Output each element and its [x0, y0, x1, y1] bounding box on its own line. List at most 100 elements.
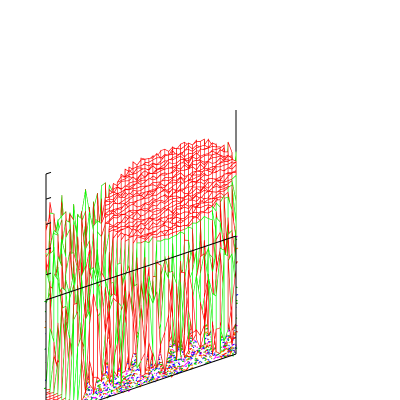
- contour-segment: [172, 349, 174, 350]
- contour-segment: [100, 390, 102, 391]
- contour-segment: [96, 392, 97, 393]
- contour-segment: [116, 391, 118, 392]
- contour-segment: [154, 368, 155, 369]
- contour-segment: [97, 394, 98, 395]
- contour-segment: [177, 359, 179, 360]
- contour-segment: [195, 356, 197, 357]
- contour-segment: [99, 391, 102, 392]
- contour-segment: [206, 346, 208, 347]
- surface-cell: [169, 173, 173, 178]
- contour-segment: [196, 359, 198, 360]
- contour-segment: [89, 387, 90, 388]
- contour-segment: [228, 349, 229, 350]
- contour-segment: [134, 382, 135, 383]
- contour-segment: [171, 357, 172, 358]
- contour-segment: [130, 369, 131, 371]
- contour-segment: [124, 389, 125, 390]
- contour-segment: [134, 375, 135, 376]
- contour-segment: [205, 352, 206, 353]
- contour-segment: [208, 339, 209, 340]
- surface-cell: [196, 171, 200, 175]
- contour-segment: [194, 364, 197, 365]
- contour-segment: [181, 369, 182, 370]
- contour-segment: [126, 380, 128, 381]
- contour-segment: [119, 389, 120, 390]
- contour-segment: [132, 386, 133, 387]
- contour-segment: [124, 379, 125, 380]
- contour-segment: [131, 378, 133, 379]
- contour-segment: [203, 346, 205, 347]
- contour-segment: [169, 365, 171, 366]
- contour-segment: [202, 357, 203, 358]
- contour-segment: [174, 373, 175, 374]
- contour-segment: [191, 336, 192, 337]
- contour-segment: [208, 342, 210, 343]
- contour-segment: [99, 394, 101, 395]
- contour-segment: [170, 358, 171, 359]
- contour-segment: [93, 394, 94, 395]
- contour-segment: [170, 351, 172, 352]
- contour-segment: [194, 340, 196, 341]
- contour-segment: [108, 388, 110, 389]
- contour-segment: [194, 351, 195, 352]
- contour-segment: [122, 389, 123, 390]
- contour-segment: [135, 383, 136, 384]
- contour-segment: [184, 361, 185, 362]
- contour-segment: [186, 366, 187, 367]
- contour-segment: [130, 375, 131, 376]
- contour-segment: [173, 364, 174, 365]
- contour-segment: [193, 353, 196, 354]
- contour-segment: [116, 387, 117, 388]
- contour-segment: [126, 373, 128, 374]
- contour-segment: [228, 339, 229, 341]
- contour-segment: [194, 346, 195, 347]
- surface-cell: [212, 172, 216, 179]
- contour-segment: [104, 384, 105, 386]
- contour-segment: [197, 350, 198, 351]
- contour-segment: [172, 372, 173, 373]
- contour-segment: [234, 335, 236, 336]
- contour-segment: [173, 373, 174, 374]
- contour-segment: [158, 364, 159, 365]
- contour-segment: [192, 352, 194, 353]
- surface-cell: [196, 182, 200, 187]
- contour-segment: [166, 374, 167, 375]
- contour-segment: [118, 382, 120, 383]
- contour-segment: [114, 383, 115, 384]
- contour-segment: [194, 342, 195, 344]
- contour-segment: [188, 354, 189, 355]
- contour-segment: [110, 383, 111, 384]
- contour-segment: [209, 354, 210, 355]
- contour-segment: [209, 352, 210, 353]
- contour-segment: [125, 386, 126, 387]
- contour-segment: [117, 392, 118, 393]
- contour-segment: [115, 384, 117, 385]
- contour-segment: [117, 388, 119, 389]
- contour-segment: [210, 347, 211, 348]
- contour-segment: [191, 359, 192, 361]
- contour-segment: [104, 388, 105, 389]
- contour-segment: [187, 356, 190, 357]
- contour-segment: [125, 379, 126, 380]
- contour-segment: [195, 342, 197, 343]
- contour-segment: [191, 345, 192, 347]
- contour-segment: [233, 348, 234, 349]
- contour-segment: [229, 345, 230, 346]
- contour-segment: [151, 367, 152, 369]
- contour-segment: [182, 370, 184, 371]
- contour-segment: [174, 366, 175, 367]
- contour-segment: [146, 382, 147, 383]
- contour-segment: [159, 368, 160, 370]
- contour-segment: [148, 381, 149, 383]
- contour-segment: [207, 352, 208, 353]
- contour-segment: [106, 367, 107, 368]
- contour-segment: [190, 343, 191, 344]
- contour-segment: [107, 384, 108, 385]
- contour-segment: [193, 347, 194, 348]
- contour-segment: [143, 382, 145, 383]
- contour-segment: [204, 347, 205, 349]
- contour-segment: [224, 345, 226, 346]
- contour-segment: [169, 357, 171, 358]
- contour-segment: [228, 351, 229, 352]
